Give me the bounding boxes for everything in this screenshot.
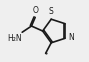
Text: O: O	[33, 6, 38, 15]
Text: N: N	[68, 33, 74, 42]
Text: S: S	[49, 7, 53, 16]
Text: H₂N: H₂N	[7, 34, 22, 43]
